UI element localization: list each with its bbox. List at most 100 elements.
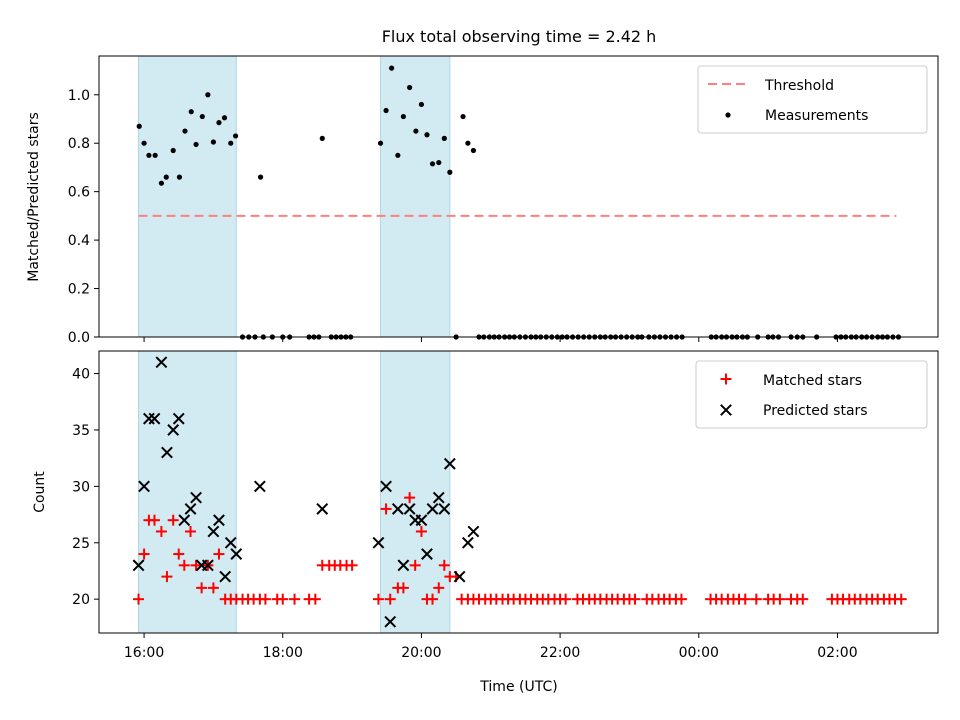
plot-frame — [98, 55, 939, 338]
measurement-point — [429, 161, 436, 167]
predicted-point-stroke — [224, 536, 237, 549]
predicted-point — [184, 503, 197, 515]
matched-point — [289, 593, 301, 605]
matched-point — [346, 559, 358, 571]
predicted-point-stroke — [432, 491, 445, 504]
matched-point — [185, 525, 197, 537]
matched-point — [178, 559, 190, 571]
predicted-point-stroke — [230, 548, 243, 560]
legend-threshold-label: Threshold — [764, 78, 834, 94]
predicted-point — [207, 525, 220, 538]
predicted-point — [253, 480, 266, 493]
matched-point — [409, 559, 421, 571]
measurement-point — [232, 133, 239, 139]
matched-point — [427, 593, 439, 605]
measurement-point — [176, 174, 183, 180]
y-tick-label: 0.6 — [68, 185, 90, 201]
measurement-point — [400, 113, 406, 120]
measurement-point — [152, 152, 158, 158]
matched-point — [133, 593, 145, 605]
matched-point — [415, 525, 427, 537]
measurement-point — [441, 135, 447, 141]
predicted-point-stroke — [207, 525, 220, 538]
predicted-point — [461, 536, 474, 549]
measurement-point — [136, 123, 142, 129]
predicted-point — [380, 480, 392, 493]
y-tick-label: 30 — [72, 479, 90, 495]
observing-interval — [138, 55, 237, 338]
predicted-point — [213, 514, 225, 527]
y-tick-label: 20 — [72, 592, 90, 608]
x-tick-label: 00:00 — [679, 645, 719, 661]
predicted-point — [219, 570, 232, 583]
predicted-point — [372, 536, 385, 549]
predicted-point-stroke — [443, 457, 456, 470]
matched-point — [155, 525, 167, 537]
x-tick-label: 20:00 — [401, 645, 441, 661]
measurement-point — [221, 115, 228, 121]
observing-interval — [380, 55, 451, 338]
predicted-point-stroke — [467, 525, 480, 538]
predicted-point — [167, 424, 180, 436]
predicted-point-stroke — [380, 480, 392, 493]
y-tick-label: 35 — [72, 423, 90, 439]
predicted-point — [224, 536, 237, 549]
measurement-point — [319, 135, 325, 141]
measurement-point — [377, 140, 384, 146]
measurement-point — [395, 152, 401, 158]
predicted-point-stroke — [397, 559, 410, 572]
x-tick-label: 16:00 — [124, 645, 164, 661]
predicted-point-stroke — [461, 536, 474, 549]
y-tick-label: 0.2 — [68, 282, 90, 298]
matched-point — [397, 582, 409, 594]
x-axis-ticks — [143, 337, 838, 342]
predicted-point-stroke — [391, 503, 404, 515]
predicted-point — [172, 412, 185, 425]
predicted-point — [426, 503, 439, 515]
y-tick-label: 0.4 — [68, 233, 90, 249]
matched-point — [774, 593, 786, 605]
matched-point — [739, 593, 751, 605]
x-tick-label: 02:00 — [817, 645, 857, 661]
predicted-point — [155, 356, 168, 369]
measurement-point — [182, 128, 188, 134]
legend-matched-marker — [720, 373, 732, 385]
predicted-point-stroke — [201, 559, 214, 572]
matched-point — [895, 593, 907, 605]
observing-intervals — [138, 55, 451, 338]
predicted-point — [161, 446, 173, 459]
x-tick-label: 22:00 — [540, 645, 580, 661]
measurement-point — [146, 152, 152, 158]
predicted-point-stroke — [415, 514, 428, 527]
legend-matched-label: Matched stars — [763, 373, 862, 389]
measurement-point — [188, 109, 194, 115]
measurement-point — [228, 140, 234, 146]
measurement-point — [158, 180, 165, 186]
matched-point — [797, 593, 809, 605]
predicted-point-stroke — [178, 514, 191, 527]
predicted-point-stroke — [161, 446, 173, 459]
matched-point — [167, 514, 179, 526]
predicted-point — [432, 491, 445, 504]
predicted-point-stroke — [316, 503, 329, 515]
measurement-point — [257, 174, 264, 180]
matched-point — [560, 593, 572, 605]
predicted-point — [201, 559, 214, 572]
measurement-point — [447, 169, 453, 175]
legend: Threshold Measurements — [697, 65, 928, 134]
measurement-point — [199, 113, 205, 120]
predicted-point-stroke — [421, 548, 433, 560]
legend-predicted-swatch — [720, 404, 732, 416]
matched-point — [372, 593, 384, 605]
predicted-point — [316, 503, 329, 515]
predicted-point — [415, 514, 428, 527]
matched-point — [433, 582, 445, 594]
predicted-point-stroke — [138, 480, 150, 493]
y-axis-ticks: 20 25 30 35 40 — [72, 367, 99, 608]
measurement-point — [141, 140, 147, 146]
legend-predicted-marker — [720, 404, 732, 416]
matched-point — [675, 593, 687, 605]
predicted-point — [421, 548, 433, 560]
predicted-point — [391, 503, 404, 515]
measurement-point — [465, 140, 471, 146]
